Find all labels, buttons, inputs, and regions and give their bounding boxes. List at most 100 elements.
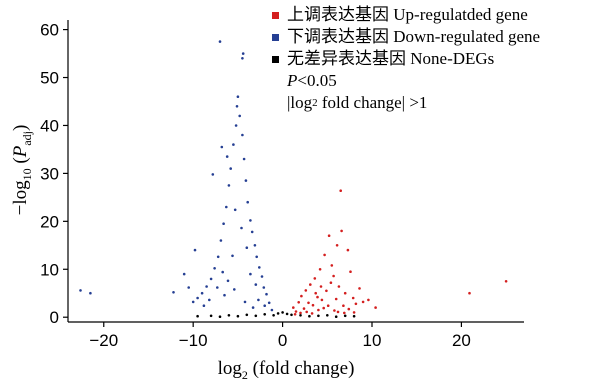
up-point <box>302 307 306 310</box>
down-point <box>263 304 267 308</box>
up-point <box>340 229 343 233</box>
up-point <box>339 189 343 192</box>
up-point <box>313 277 317 280</box>
x-tick-label: 10 <box>363 331 382 350</box>
legend-item-none: 无差异表达基因 None-DEGs <box>272 48 540 70</box>
up-point <box>333 309 336 312</box>
y-tick-label: 30 <box>40 164 59 183</box>
down-point <box>89 291 92 295</box>
down-point <box>196 296 199 300</box>
down-point <box>267 301 271 305</box>
none-point <box>276 312 280 315</box>
up-point <box>343 291 347 295</box>
up-point <box>325 289 328 293</box>
up-point <box>323 253 326 257</box>
up-point <box>361 300 365 304</box>
down-point <box>265 292 268 296</box>
up-point <box>326 304 330 308</box>
down-point <box>182 272 186 276</box>
down-point <box>231 254 234 258</box>
down-point <box>255 255 258 259</box>
down-point <box>245 246 249 249</box>
legend-label-up: 上调表达基因 Up-regulatded gene <box>287 5 528 24</box>
none-point <box>326 314 329 317</box>
down-point <box>234 124 238 127</box>
down-point <box>221 270 224 274</box>
down-point <box>270 308 274 312</box>
up-point <box>334 297 338 301</box>
up-point <box>347 307 351 311</box>
up-point <box>343 311 346 315</box>
none-point <box>290 313 293 317</box>
x-tick-label: 0 <box>278 331 287 350</box>
points-layer <box>79 40 508 319</box>
up-point <box>349 270 352 274</box>
legend-label-none: 无差异表达基因 None-DEGs <box>287 49 495 68</box>
none-point <box>254 314 258 318</box>
up-point <box>314 291 318 295</box>
up-point <box>317 308 320 312</box>
down-point <box>227 184 231 187</box>
none-point <box>343 314 347 318</box>
up-point <box>299 311 302 315</box>
legend-note-fc-pre: |log <box>287 93 313 112</box>
x-tick-label: 20 <box>452 331 471 350</box>
legend-note-p: P <0.05 <box>272 70 540 92</box>
down-point <box>218 40 222 43</box>
none-point <box>236 314 240 318</box>
none-point <box>272 314 275 317</box>
up-point <box>293 313 297 316</box>
none-point <box>209 314 213 318</box>
legend-swatch-down <box>272 33 279 41</box>
down-point <box>209 277 213 281</box>
down-point <box>211 173 215 176</box>
down-point <box>216 286 219 289</box>
up-point <box>300 294 303 298</box>
y-tick-label: 50 <box>40 69 59 88</box>
down-point <box>187 286 190 289</box>
down-point <box>208 298 211 302</box>
down-point <box>193 248 197 252</box>
down-point <box>257 298 260 302</box>
down-point <box>219 239 223 242</box>
down-point <box>233 208 237 212</box>
none-point <box>334 315 338 319</box>
none-point <box>299 314 302 317</box>
down-point <box>262 286 266 289</box>
down-point <box>220 145 224 149</box>
down-point <box>240 226 243 230</box>
none-point <box>281 311 284 314</box>
legend-swatch-up <box>272 11 279 19</box>
down-point <box>191 300 195 304</box>
legend-swatch-none <box>272 55 279 63</box>
y-tick-label: 60 <box>40 21 59 40</box>
up-point <box>318 268 322 271</box>
up-point <box>309 283 312 286</box>
ticks-layer: −20 −10 0 10 20 0 10 20 30 40 50 60 <box>40 21 471 350</box>
down-point <box>253 244 257 247</box>
down-point <box>254 283 258 286</box>
down-point <box>216 255 220 259</box>
down-point <box>258 266 261 269</box>
x-tick-label: −20 <box>89 331 118 350</box>
up-point <box>358 287 361 290</box>
down-point <box>260 275 264 278</box>
x-tick-label: −10 <box>179 331 208 350</box>
down-point <box>79 289 82 292</box>
down-point <box>232 143 235 146</box>
up-point <box>310 312 314 315</box>
up-point <box>319 285 323 288</box>
down-point <box>200 291 204 295</box>
y-tick-label: 20 <box>40 212 59 231</box>
down-point <box>244 179 248 182</box>
up-point <box>330 264 334 267</box>
up-point <box>504 280 508 283</box>
up-point <box>294 310 298 313</box>
legend-item-up: 上调表达基因 Up-regulatded gene <box>272 4 540 26</box>
up-point <box>322 306 326 310</box>
legend: 上调表达基因 Up-regulatded gene 下调表达基因 Down-re… <box>272 4 540 114</box>
none-point <box>352 314 356 318</box>
y-tick-label: 10 <box>40 260 59 279</box>
down-point <box>213 267 216 270</box>
